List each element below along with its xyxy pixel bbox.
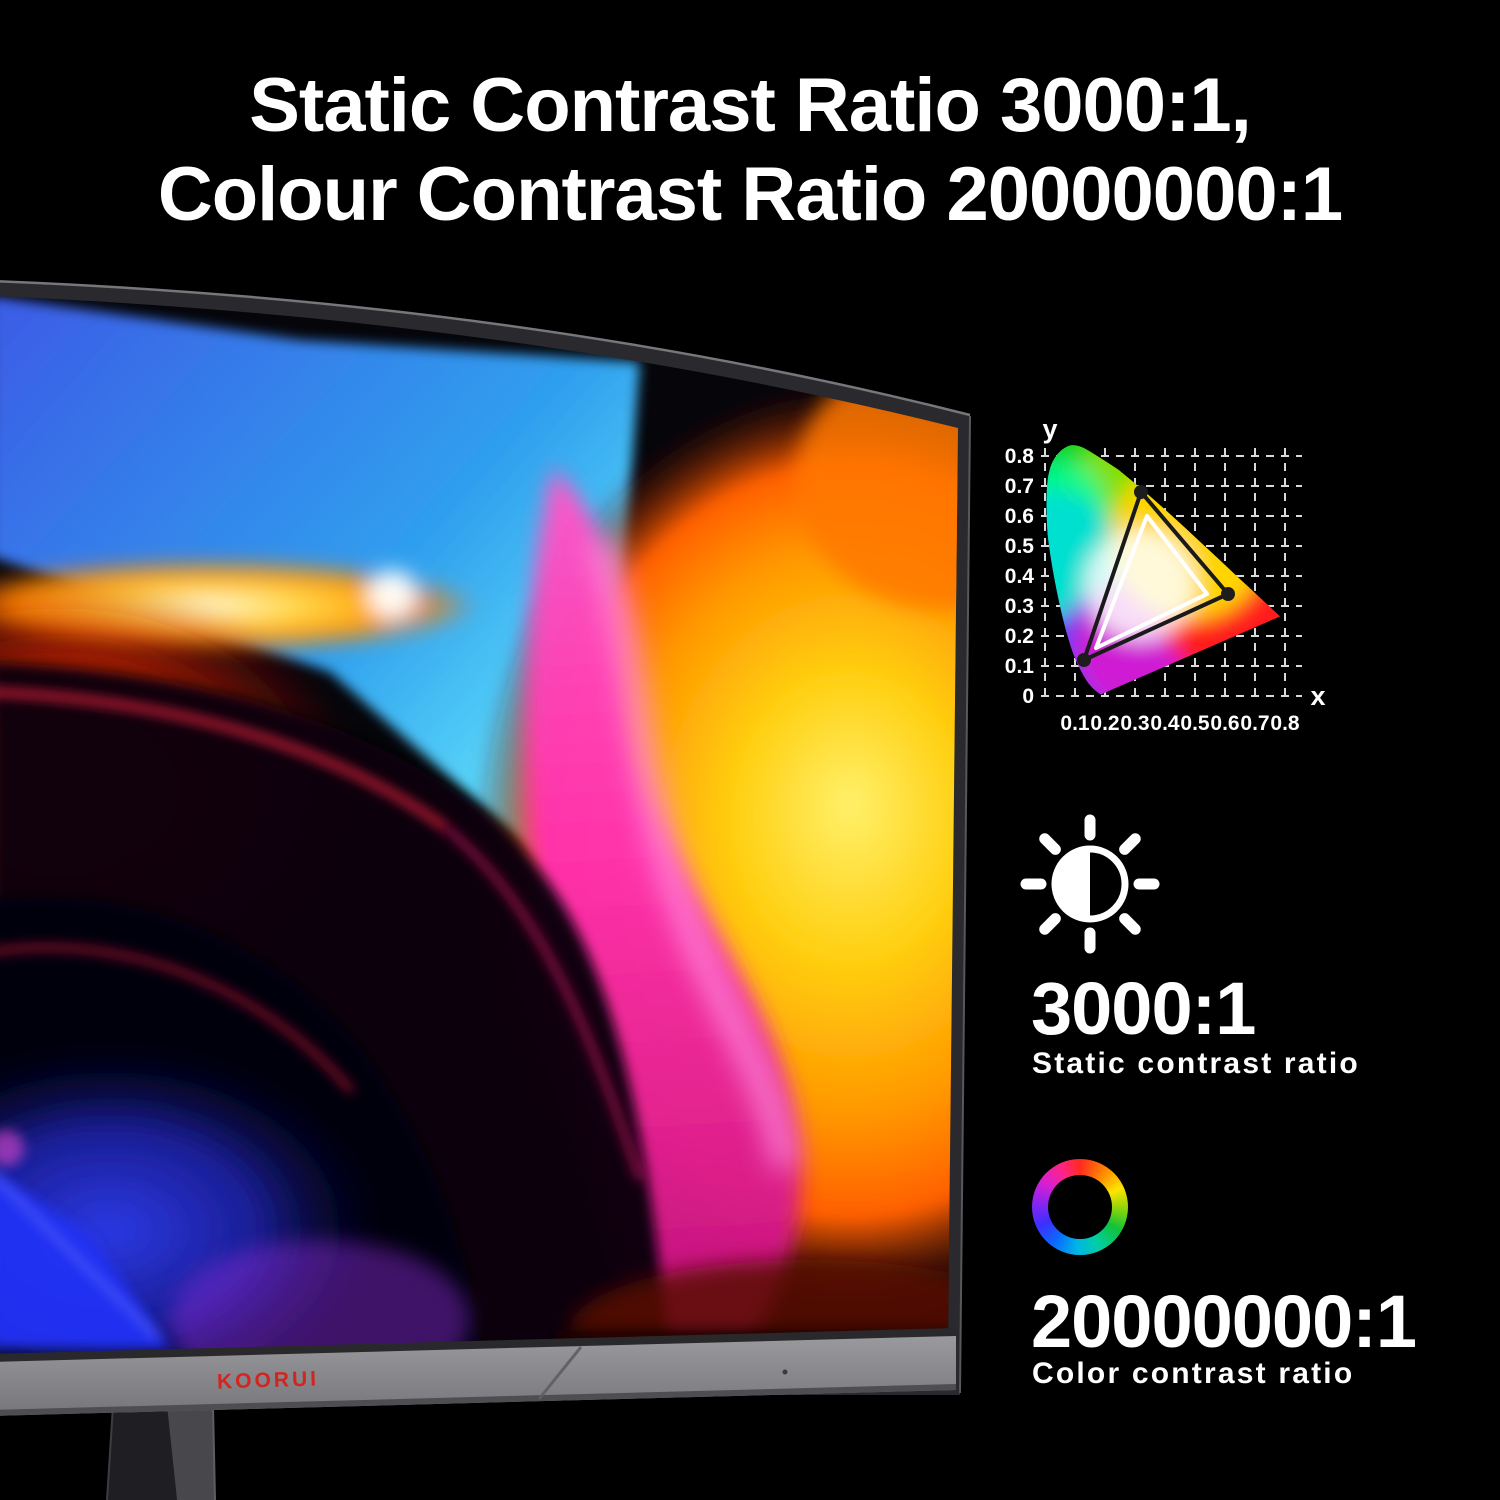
color-wheel-icon: [1032, 1159, 1128, 1255]
x-tick-labels: 0.1 0.2 0.3 0.4 0.5 0.6 0.7 0.8: [1060, 712, 1300, 735]
x-axis-label: x: [1310, 681, 1325, 711]
wide-gamut-triangle: [1077, 485, 1235, 667]
svg-text:0.5: 0.5: [1005, 535, 1035, 558]
svg-text:0.3: 0.3: [1005, 595, 1034, 618]
brightness-contrast-icon: [1020, 814, 1160, 954]
svg-text:0.3: 0.3: [1120, 712, 1149, 735]
svg-text:0.8: 0.8: [1270, 712, 1300, 735]
page-title-line2: Colour Contrast Ratio 20000000:1: [157, 151, 1343, 237]
monitor-bottom-bezel: KOORUI: [0, 1328, 956, 1416]
svg-text:0.1: 0.1: [1005, 655, 1035, 678]
svg-text:0.8: 0.8: [1005, 445, 1035, 468]
svg-text:0: 0: [1022, 685, 1034, 708]
static-contrast-label: Static contrast ratio: [1032, 1047, 1360, 1080]
brand-logo: KOORUI: [217, 1367, 320, 1393]
svg-text:0.4: 0.4: [1005, 565, 1035, 588]
static-contrast-value: 3000:1: [1031, 967, 1256, 1050]
svg-text:0.7: 0.7: [1005, 475, 1034, 498]
monitor-stand-leg: [106, 1405, 216, 1500]
page-title: Static Contrast Ratio 3000:1, Colour Con…: [0, 62, 1500, 240]
inner-gamut-triangle: [1094, 514, 1209, 650]
svg-text:0.6: 0.6: [1005, 505, 1034, 528]
svg-text:0.1: 0.1: [1060, 712, 1090, 735]
svg-text:0.4: 0.4: [1150, 712, 1180, 735]
color-wheel-hole: [1048, 1175, 1112, 1239]
svg-text:0.6: 0.6: [1210, 712, 1239, 735]
page-title-line1: Static Contrast Ratio 3000:1,: [249, 63, 1252, 148]
y-tick-labels: 0.8 0.7 0.6 0.5 0.4 0.3 0.2 0.1 0: [1005, 445, 1035, 708]
chromaticity-diagram: y x 0.8 0.7 0.6 0.5 0.4 0.3 0.2 0.1 0 0.…: [1005, 414, 1326, 735]
bezel-seam: [537, 1346, 583, 1400]
svg-text:0.2: 0.2: [1005, 625, 1034, 648]
bezel-dot: [782, 1369, 788, 1375]
color-contrast-label: Color contrast ratio: [1032, 1357, 1355, 1390]
monitor-screen-wallpaper: [0, 296, 958, 1370]
svg-text:0.5: 0.5: [1180, 712, 1210, 735]
color-contrast-value: 20000000:1: [1031, 1280, 1417, 1363]
svg-text:0.7: 0.7: [1240, 712, 1269, 735]
svg-text:0.2: 0.2: [1090, 712, 1119, 735]
y-axis-label: y: [1042, 414, 1057, 444]
